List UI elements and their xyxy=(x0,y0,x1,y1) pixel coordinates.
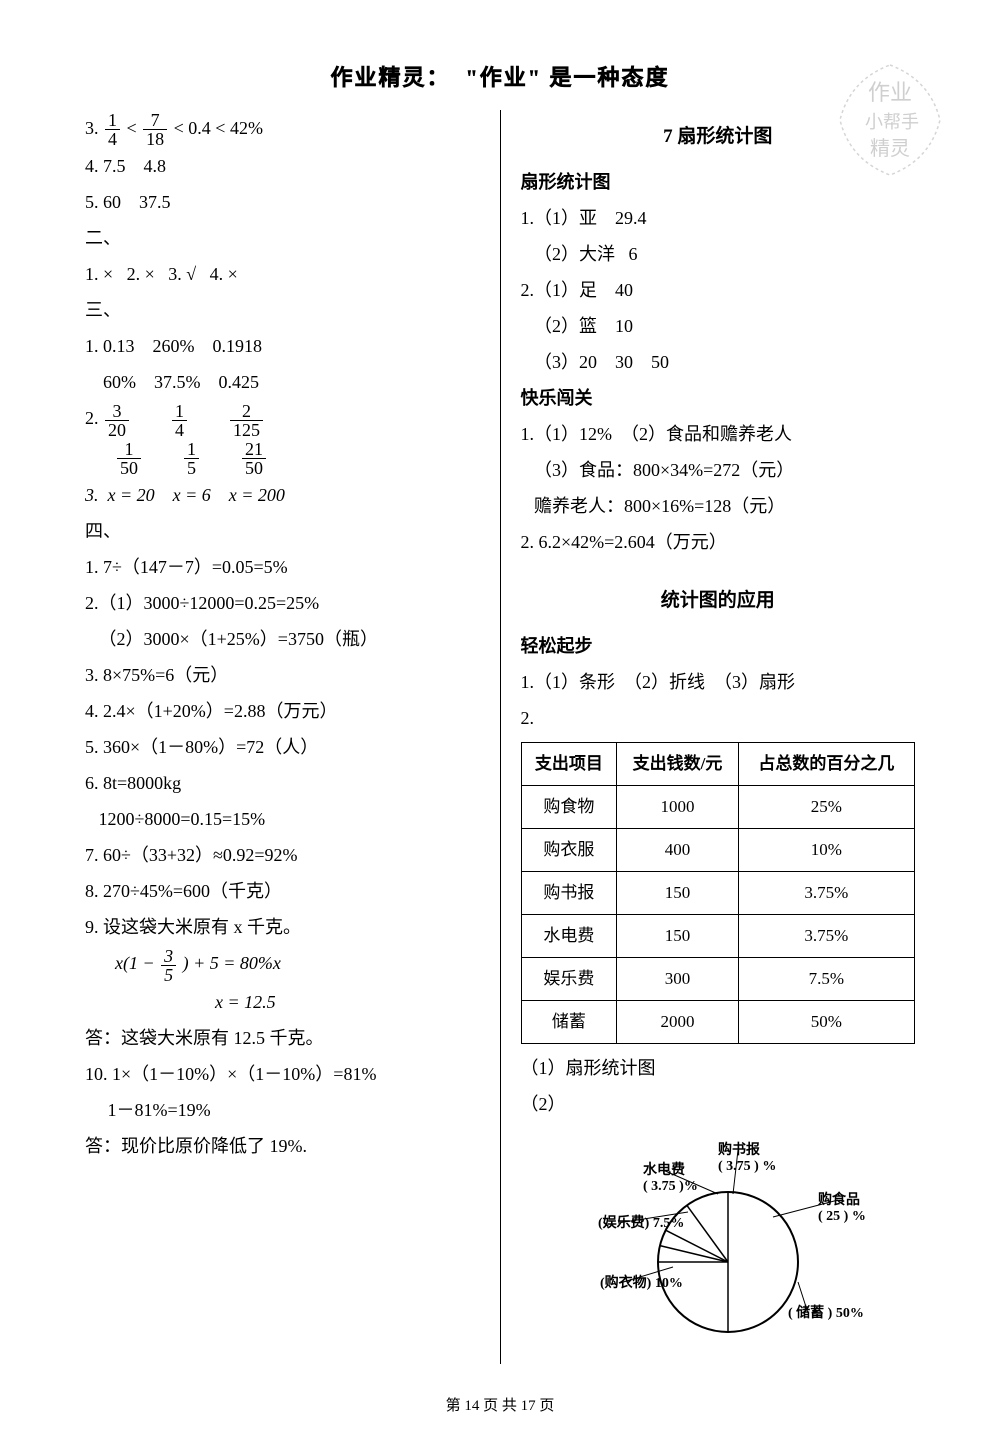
s4-5: 5. 360×（1－80%）=72（人） xyxy=(85,729,480,765)
left-column: 3. 14 < 718 < 0.4 < 42% 4. 7.5 4.8 5. 60… xyxy=(75,110,501,1364)
page-footer: 第 14 页 共 17 页 xyxy=(75,1394,925,1415)
s4-9b: x = 12.5 xyxy=(85,984,480,1020)
s4-10c: 答：现价比原价降低了 19%. xyxy=(85,1128,480,1164)
title-7: 7 扇形统计图 xyxy=(521,118,916,156)
r2-2: （2）篮 10 xyxy=(521,308,916,344)
s3-2a: 2. 320 14 2125 xyxy=(85,400,480,438)
sub-fan: 扇形统计图 xyxy=(521,164,916,200)
s4-1: 1. 7÷（147－7）=0.05=5% xyxy=(85,549,480,585)
s3-2b: 150 15 2150 xyxy=(85,439,480,477)
right-column: 7 扇形统计图 扇形统计图 1.（1）亚 29.4 （2）大洋 6 2.（1）足… xyxy=(501,110,926,1364)
k1-2: （3）食品：800×34%=272（元） xyxy=(521,452,916,488)
s4-10b: 1－81%=19% xyxy=(85,1092,480,1128)
s4-2a: 2.（1）3000÷12000=0.25=25% xyxy=(85,585,480,621)
q2-b: （2） xyxy=(521,1086,916,1122)
s3-1a: 1. 0.13 260% 0.1918 xyxy=(85,328,480,364)
s4-8: 8. 270÷45%=600（千克） xyxy=(85,873,480,909)
s4-3: 3. 8×75%=6（元） xyxy=(85,657,480,693)
k1-1: 1.（1）12% （2）食品和赡养老人 xyxy=(521,416,916,452)
section-4: 四、 xyxy=(85,513,480,549)
pie-chart: ( 储蓄 ) 50% 购食品( 25 ) % 购书报( 3.75 ) % 水电费( 3… xyxy=(521,1132,916,1364)
svg-text:购食品: 购食品 xyxy=(818,1191,860,1208)
table-header: 支出钱数/元 xyxy=(617,743,738,786)
q2: 2. xyxy=(521,700,916,736)
svg-text:( 3.75 )%: ( 3.75 )% xyxy=(643,1179,698,1194)
s4-2b: （2）3000×（1+25%）=3750（瓶） xyxy=(85,621,480,657)
s4-9a: 9. 设这袋大米原有 x 千克。 xyxy=(85,909,480,945)
svg-text:( 储蓄 ) 50%: ( 储蓄 ) 50% xyxy=(788,1304,864,1321)
s4-10a: 10. 1×（1－10%）×（1－10%）=81% xyxy=(85,1056,480,1092)
k2: 2. 6.2×42%=2.604（万元） xyxy=(521,524,916,560)
s3-1b: 60% 37.5% 0.425 xyxy=(85,364,480,400)
r1-2: （2）大洋 6 xyxy=(521,236,916,272)
table-row: 水电费1503.75% xyxy=(521,915,915,958)
page-header: 作业精灵： "作业" 是一种态度 xyxy=(75,60,925,92)
table-row: 购食物100025% xyxy=(521,786,915,829)
line-4: 4. 7.5 4.8 xyxy=(85,148,480,184)
sub-qingsong: 轻松起步 xyxy=(521,628,916,664)
svg-text:(娱乐费) 7.5%: (娱乐费) 7.5% xyxy=(598,1214,684,1231)
r2-3: （3）20 30 50 xyxy=(521,344,916,380)
svg-text:(购衣物) 10%: (购衣物) 10% xyxy=(600,1274,683,1291)
svg-text:购书报: 购书报 xyxy=(718,1141,760,1158)
svg-text:水电费: 水电费 xyxy=(643,1161,685,1178)
title-app: 统计图的应用 xyxy=(521,582,916,620)
table-row: 购衣服40010% xyxy=(521,829,915,872)
expense-table: 支出项目支出钱数/元占总数的百分之几 购食物100025%购衣服40010%购书… xyxy=(521,742,916,1044)
line-5: 5. 60 37.5 xyxy=(85,184,480,220)
table-header: 占总数的百分之几 xyxy=(738,743,914,786)
r2-1: 2.（1）足 40 xyxy=(521,272,916,308)
table-row: 储蓄200050% xyxy=(521,1001,915,1044)
section-3: 三、 xyxy=(85,292,480,328)
s4-7: 7. 60÷（33+32）≈0.92=92% xyxy=(85,837,480,873)
s4-6b: 1200÷8000=0.15=15% xyxy=(85,801,480,837)
svg-text:( 3.75 ) %: ( 3.75 ) % xyxy=(718,1159,776,1174)
line-3: 3. 14 < 718 < 0.4 < 42% xyxy=(85,110,480,148)
r1-1: 1.（1）亚 29.4 xyxy=(521,200,916,236)
table-row: 购书报1503.75% xyxy=(521,872,915,915)
s4-9c: 答：这袋大米原有 12.5 千克。 xyxy=(85,1020,480,1056)
s4-6a: 6. 8t=8000kg xyxy=(85,765,480,801)
k1-3: 赡养老人：800×16%=128（元） xyxy=(521,488,916,524)
svg-text:( 25 ) %: ( 25 ) % xyxy=(818,1209,866,1224)
s4-9eq: x(1 − 35 ) + 5 = 80%x xyxy=(85,945,480,983)
table-row: 娱乐费3007.5% xyxy=(521,958,915,1001)
q2-a: （1）扇形统计图 xyxy=(521,1050,916,1086)
q1: 1.（1）条形 （2）折线 （3）扇形 xyxy=(521,664,916,700)
s3-3: 3. x = 20 x = 6 x = 200 xyxy=(85,477,480,513)
section-2: 二、 xyxy=(85,220,480,256)
s4-4: 4. 2.4×（1+20%）=2.88（万元） xyxy=(85,693,480,729)
table-header: 支出项目 xyxy=(521,743,617,786)
s2-answers: 1. × 2. × 3. √ 4. × xyxy=(85,256,480,292)
sub-kuaile: 快乐闯关 xyxy=(521,380,916,416)
